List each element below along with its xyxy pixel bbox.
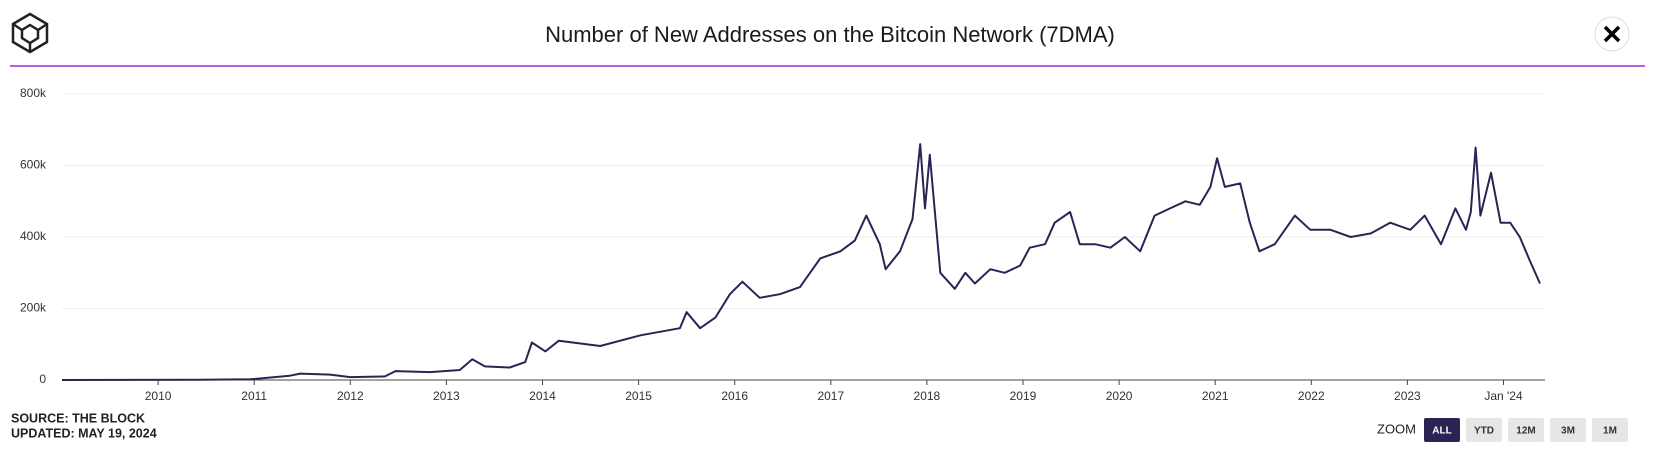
x-tick-label: 2014: [529, 389, 556, 403]
x-tick-label: 2018: [914, 389, 941, 403]
y-tick-label: 400k: [20, 229, 47, 243]
zoom-button-label[interactable]: 1M: [1603, 426, 1617, 437]
x-tick-label: 2012: [337, 389, 364, 403]
logo: [11, 12, 49, 54]
x-tick-label: 2022: [1298, 389, 1325, 403]
zoom-button-label[interactable]: 12M: [1516, 426, 1535, 437]
zoom-label: ZOOM: [1377, 421, 1416, 436]
data-line: [61, 143, 1541, 381]
x-tick-label: 2010: [145, 389, 172, 403]
x-tick-label: 2016: [721, 389, 748, 403]
zoom-button[interactable]: [1508, 418, 1544, 442]
y-tick-label: 600k: [20, 158, 47, 172]
x-tick-label: 2020: [1106, 389, 1133, 403]
zoom-button[interactable]: [1466, 418, 1502, 442]
chart-title: Number of New Addresses on the Bitcoin N…: [545, 22, 1115, 47]
x-tick-label: Jan '24: [1484, 389, 1523, 403]
zoom-button[interactable]: [1550, 418, 1586, 442]
x-tick-label: 2013: [433, 389, 460, 403]
x-tick-label: 2015: [625, 389, 652, 403]
y-tick-label: 0: [39, 372, 46, 386]
zoom-button-label[interactable]: 3M: [1561, 426, 1575, 437]
updated: UPDATED: MAY 19, 2024: [11, 426, 157, 440]
x-tick-label: 2019: [1010, 389, 1037, 403]
y-tick-label: 200k: [20, 301, 47, 315]
y-tick-label: 800k: [20, 86, 47, 100]
source: SOURCE: THE BLOCK: [11, 411, 145, 425]
close-button[interactable]: [1594, 16, 1630, 52]
zoom-button[interactable]: [1592, 418, 1628, 442]
zoom-button[interactable]: [1424, 418, 1460, 442]
x-tick-label: 2021: [1202, 389, 1229, 403]
zoom-button-label[interactable]: YTD: [1474, 426, 1494, 437]
x-tick-label: 2011: [241, 389, 267, 403]
x-tick-label: 2017: [817, 389, 844, 403]
zoom-button-label[interactable]: ALL: [1432, 426, 1451, 437]
x-tick-label: 2023: [1394, 389, 1421, 403]
